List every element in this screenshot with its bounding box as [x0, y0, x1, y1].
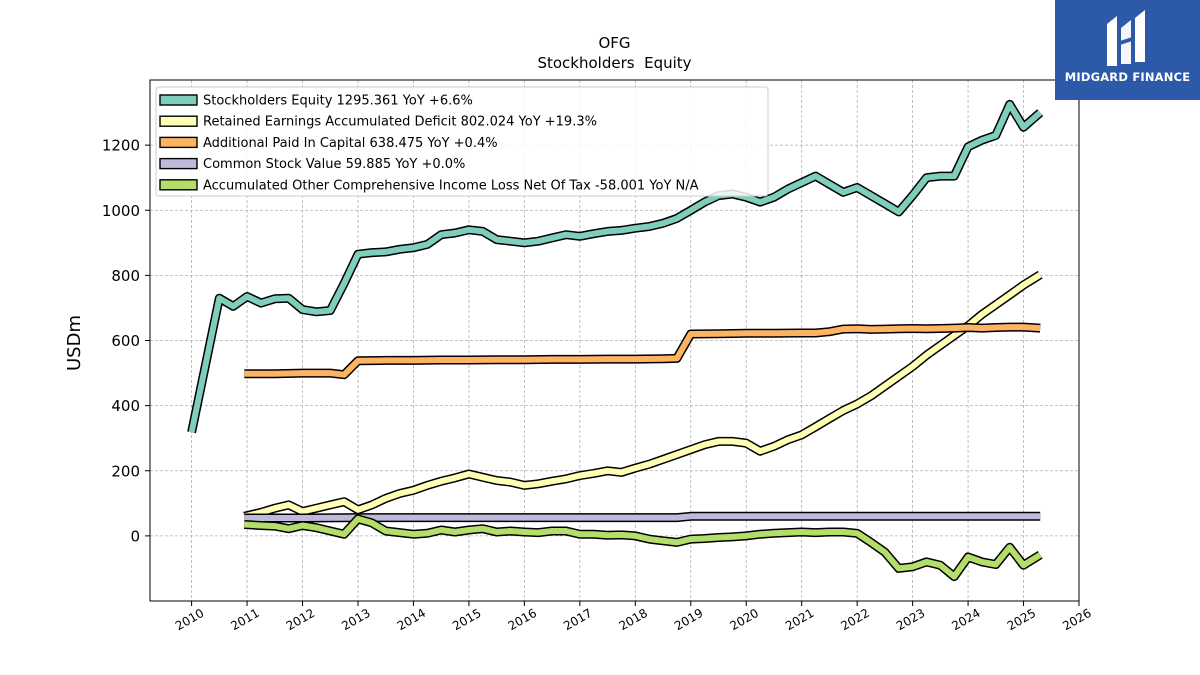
x-tick-label: 2019: [672, 606, 705, 633]
x-tick-label: 2015: [450, 606, 483, 633]
x-tick-label: 2014: [395, 606, 428, 633]
legend-label-1: Retained Earnings Accumulated Deficit 80…: [203, 115, 597, 130]
legend: Stockholders Equity 1295.361 YoY +6.6% Re…: [155, 86, 769, 197]
logo-mark-icon: [1107, 10, 1145, 66]
x-tick-label: 2021: [783, 606, 816, 633]
y-tick-label: 400: [111, 397, 140, 415]
series-line-outline-4: [244, 514, 1043, 582]
x-tick-label: 2023: [894, 606, 927, 633]
x-tick-label: 2025: [1005, 606, 1038, 633]
chart-title: OFG: [598, 34, 630, 52]
x-tick-label: 2016: [506, 606, 539, 633]
x-tick-label: 2012: [284, 606, 317, 633]
x-tick-label: 2018: [617, 606, 650, 633]
series-line-outline-1: [243, 270, 1043, 521]
x-tick-label: 2011: [228, 606, 261, 633]
x-tick-label: 2010: [173, 606, 206, 633]
x-tick-label: 2013: [339, 606, 372, 633]
y-tick-label: 1200: [102, 137, 140, 155]
legend-swatch-3: [159, 157, 198, 170]
brand-logo: MIDGARD FINANCE: [1055, 0, 1200, 100]
y-tick-label: 800: [111, 267, 140, 285]
series-line-outline-2: [244, 322, 1041, 380]
legend-box: [155, 86, 769, 197]
series-line-2: [244, 324, 1041, 378]
legend-swatch-0: [159, 94, 198, 106]
y-tick-label: 0: [130, 527, 140, 545]
legend-label-4: Accumulated Other Comprehensive Income L…: [203, 178, 699, 193]
x-tick-label: 2024: [949, 606, 982, 633]
axis-ticks: 2010 2011 2012 2013 2014 2015 2016 2017 2018 2019…: [102, 137, 1094, 634]
legend-label-0: Stockholders Equity 1295.361 YoY +6.6%: [203, 94, 473, 109]
x-tick-label: 2020: [727, 606, 760, 633]
legend-label-3: Common Stock Value 59.885 YoY +0.0%: [203, 157, 465, 172]
x-tick-label: 2026: [1060, 606, 1093, 633]
x-tick-label: 2017: [561, 606, 594, 633]
y-tick-label: 200: [111, 462, 140, 480]
series-line-3: [244, 513, 1041, 521]
y-tick-label: 1000: [102, 202, 140, 220]
series-line-0: [188, 101, 1043, 433]
y-axis-label: USDm: [64, 315, 85, 371]
series-line-4: [244, 515, 1042, 580]
legend-swatch-1: [159, 115, 198, 127]
x-tick-label: 2022: [838, 606, 871, 633]
y-tick-label: 600: [111, 332, 140, 350]
legend-swatch-4: [159, 179, 198, 191]
legend-swatch-2: [159, 136, 198, 149]
brand-name: MIDGARD FINANCE: [1064, 70, 1191, 84]
series-line-1: [243, 272, 1042, 520]
chart-subtitle: Stockholders Equity: [537, 54, 691, 72]
legend-label-2: Additional Paid In Capital 638.475 YoY +…: [203, 136, 498, 151]
series-lines: [187, 99, 1044, 582]
